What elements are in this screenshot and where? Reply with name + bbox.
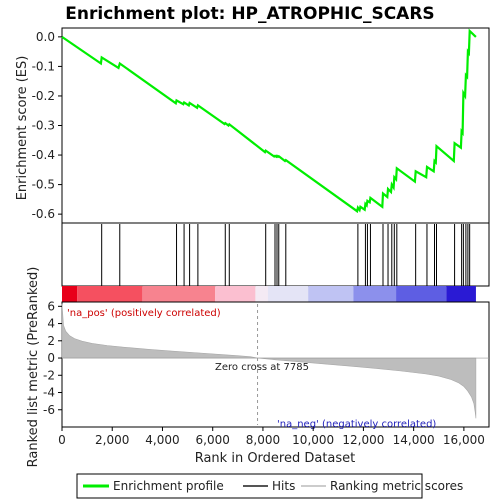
chart-title: Enrichment plot: HP_ATROPHIC_SCARS bbox=[65, 4, 434, 24]
es-y-axis: 0.0 -0.1 -0.2 -0.3 -0.4 -0.5 -0.6 bbox=[32, 30, 62, 221]
hits-frame bbox=[61, 222, 490, 287]
enrichment-profile-line bbox=[61, 28, 477, 214]
legend-label-hits: Hits bbox=[272, 479, 295, 493]
es-tick-label: -0.3 bbox=[32, 119, 55, 133]
heat-bar-segment bbox=[308, 286, 354, 302]
legend: Enrichment profile Hits Ranking metric s… bbox=[76, 473, 463, 499]
x-tick-label: 0 bbox=[58, 433, 66, 447]
x-tick-label: 16,000 bbox=[443, 433, 485, 447]
ranking-heat-bar bbox=[62, 286, 476, 302]
x-tick-label: 14,000 bbox=[393, 433, 435, 447]
legend-label-enrichment: Enrichment profile bbox=[113, 479, 224, 493]
metric-y-axis-title: Ranked list metric (PreRanked) bbox=[26, 267, 41, 468]
metric-tick-label: 4 bbox=[47, 317, 55, 331]
pos-correlated-label: 'na_pos' (positively correlated) bbox=[67, 308, 221, 319]
es-tick-label: -0.5 bbox=[32, 178, 55, 192]
es-tick-label: -0.2 bbox=[32, 89, 55, 103]
metric-tick-label: -2 bbox=[43, 368, 55, 382]
es-tick-label: -0.1 bbox=[32, 59, 55, 73]
heat-bar-segment bbox=[255, 286, 268, 302]
heat-bar-segment bbox=[267, 286, 309, 302]
x-axis-title: Rank in Ordered Dataset bbox=[195, 451, 356, 466]
x-tick-label: 8,000 bbox=[246, 433, 280, 447]
es-tick-label: 0.0 bbox=[36, 30, 55, 44]
es-tick-label: -0.6 bbox=[32, 207, 55, 221]
x-tick-label: 12,000 bbox=[342, 433, 384, 447]
metric-y-axis: 6 4 2 0 -2 -4 -6 bbox=[43, 299, 62, 417]
x-axis: 0 2,000 4,000 6,000 8,000 10,000 12,000 14,000 1… bbox=[58, 427, 485, 447]
x-tick-label: 4,000 bbox=[145, 433, 179, 447]
hit-lines bbox=[101, 224, 471, 286]
ranking-metric-area bbox=[61, 303, 477, 419]
metric-tick-label: -4 bbox=[43, 386, 55, 400]
legend-label-ranking: Ranking metric scores bbox=[330, 479, 463, 493]
metric-tick-label: -6 bbox=[43, 403, 55, 417]
heat-bar-segment bbox=[446, 286, 476, 302]
heat-bar-segment bbox=[215, 286, 256, 302]
neg-correlated-label: 'na_neg' (negatively correlated) bbox=[277, 419, 436, 430]
es-plot-frame bbox=[61, 27, 490, 224]
x-tick-label: 10,000 bbox=[292, 433, 334, 447]
es-panel: 0.0 -0.1 -0.2 -0.3 -0.4 -0.5 -0.6 bbox=[32, 27, 490, 224]
heat-bar-segment bbox=[77, 286, 143, 302]
hits-panel bbox=[61, 222, 490, 302]
x-tick-label: 2,000 bbox=[95, 433, 129, 447]
metric-tick-label: 2 bbox=[47, 334, 55, 348]
es-y-axis-title: Enrichment score (ES) bbox=[15, 56, 30, 201]
x-tick-label: 6,000 bbox=[196, 433, 230, 447]
metric-tick-label: 0 bbox=[47, 351, 55, 365]
heat-bar-segment bbox=[396, 286, 447, 302]
metric-tick-label: 6 bbox=[47, 299, 55, 313]
es-tick-label: -0.4 bbox=[32, 148, 55, 162]
heat-bar-segment bbox=[142, 286, 216, 302]
heat-bar-segment bbox=[62, 286, 78, 302]
heat-bar-segment bbox=[353, 286, 397, 302]
metric-panel: 6 4 2 0 -2 -4 -6 'na_pos' (positively correlat… bbox=[43, 299, 490, 430]
zero-cross-label: Zero cross at 7785 bbox=[215, 362, 309, 373]
